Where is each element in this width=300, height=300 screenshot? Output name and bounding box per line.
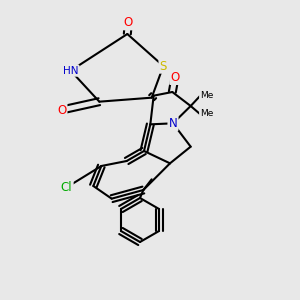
- Text: Cl: Cl: [61, 181, 73, 194]
- Text: O: O: [57, 103, 66, 116]
- Text: Me: Me: [200, 92, 213, 100]
- Text: S: S: [160, 59, 167, 73]
- Text: N: N: [169, 117, 177, 130]
- Text: Me: Me: [200, 110, 213, 118]
- Text: O: O: [124, 16, 133, 29]
- Text: HN: HN: [63, 66, 78, 76]
- Text: O: O: [170, 71, 180, 84]
